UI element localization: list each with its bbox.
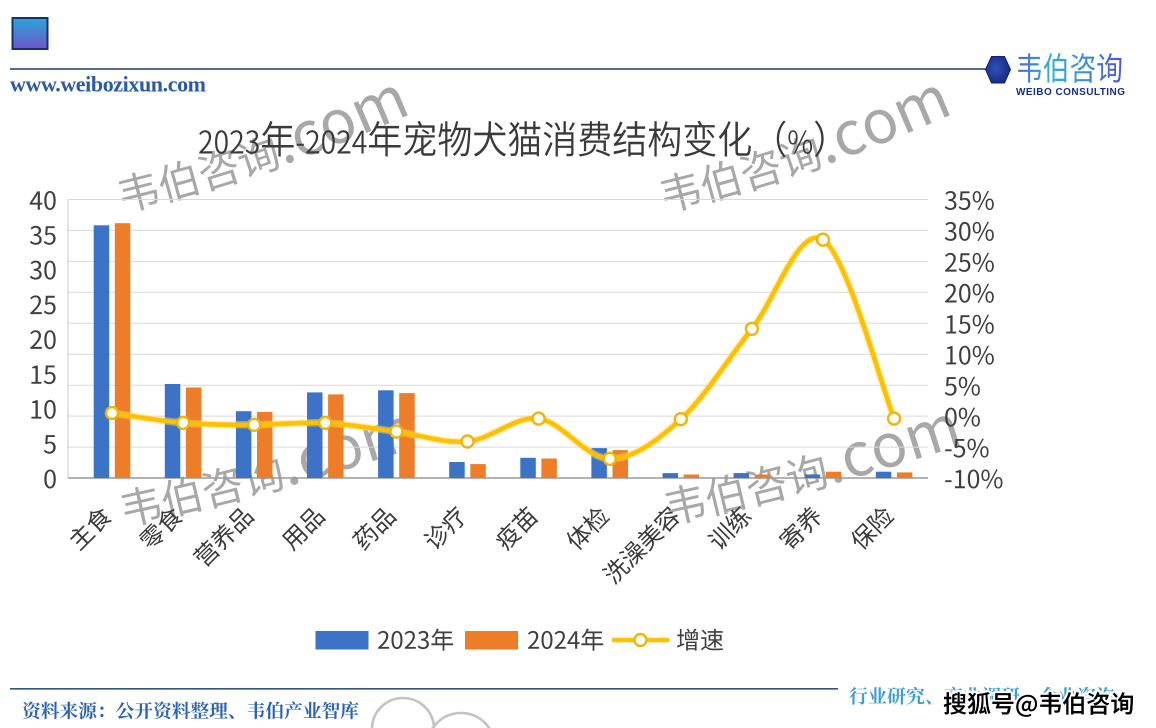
svg-text:WEIBO CONSULTING: WEIBO CONSULTING: [1016, 87, 1125, 98]
svg-text:www.weibozixun.com: www.weibozixun.com: [10, 72, 206, 97]
